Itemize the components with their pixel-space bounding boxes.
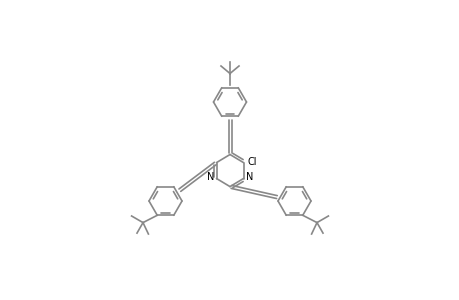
Text: N: N <box>207 172 214 182</box>
Text: N: N <box>245 172 252 182</box>
Text: Cl: Cl <box>247 157 256 167</box>
